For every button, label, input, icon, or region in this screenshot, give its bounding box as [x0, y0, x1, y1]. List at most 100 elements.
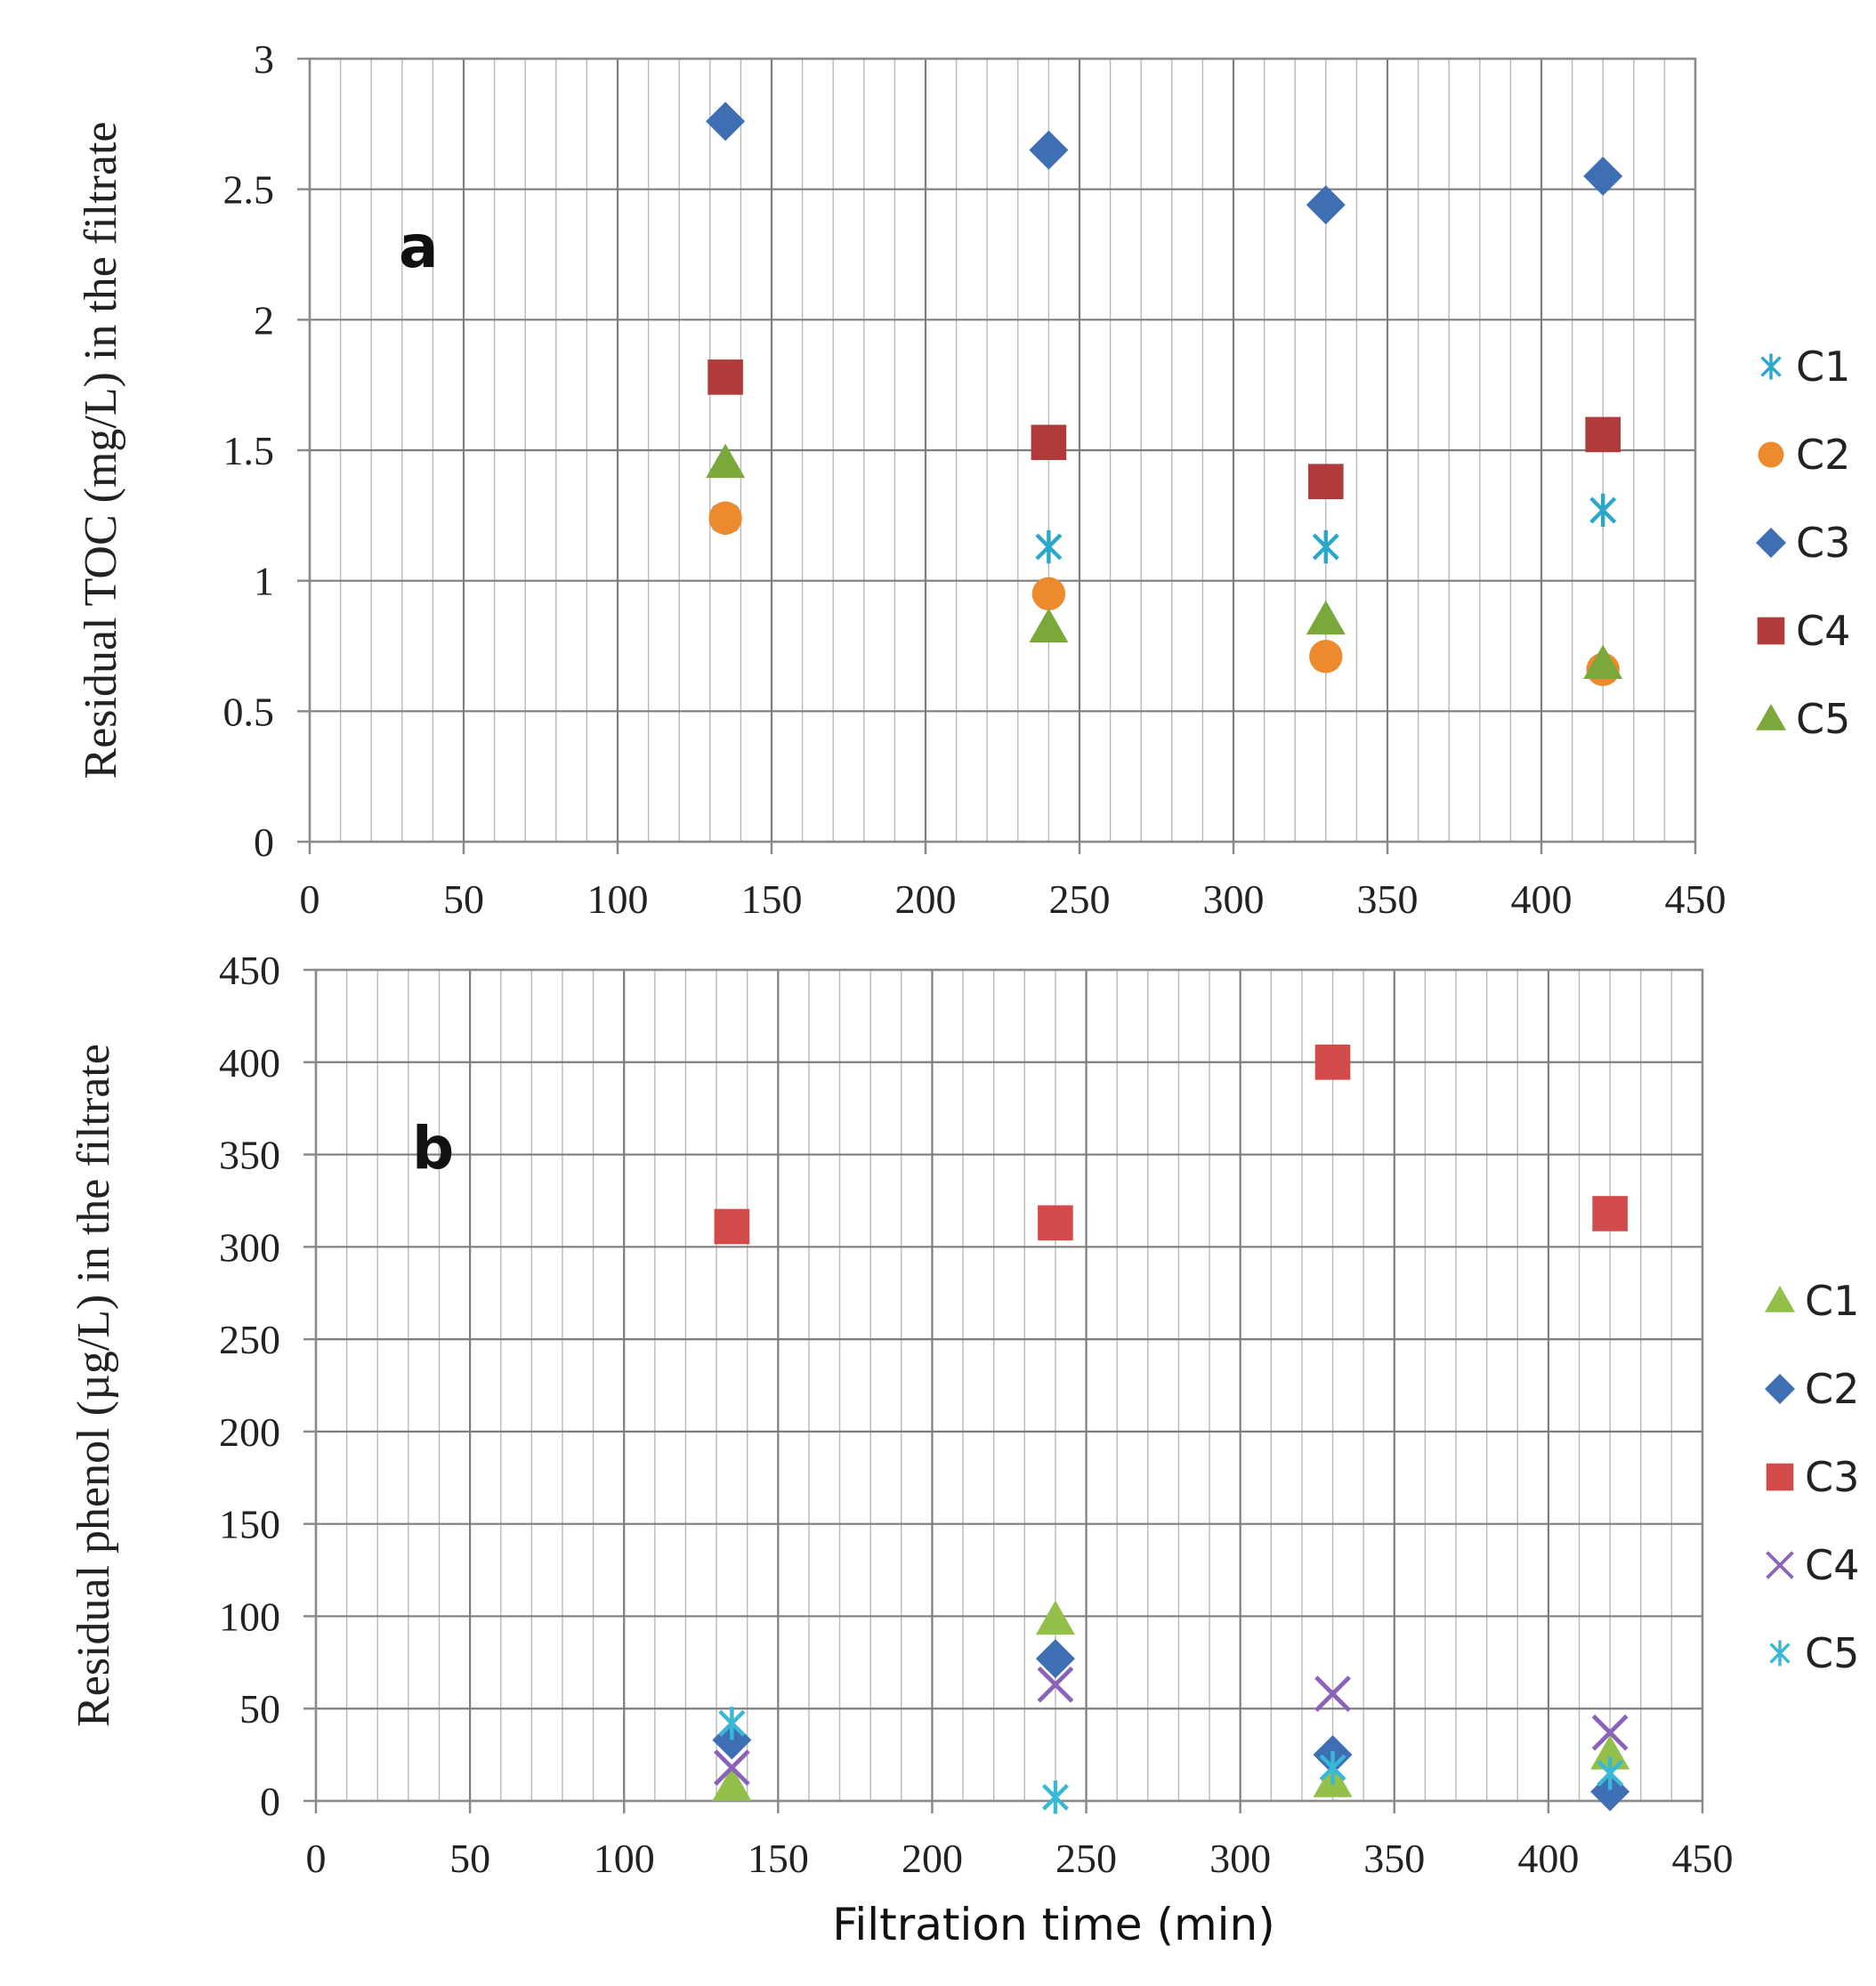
- series-C2: [712, 1639, 1630, 1812]
- data-point: [1035, 1639, 1075, 1679]
- legend-marker: [1766, 1463, 1794, 1491]
- x-tick-label: 350: [1363, 1836, 1425, 1881]
- data-point: [708, 359, 743, 395]
- legend: C1 C2 C3 C4 C5: [1756, 343, 1850, 743]
- data-point: [1591, 1714, 1629, 1751]
- panel-label: b: [412, 1114, 454, 1183]
- series-C5: [706, 443, 1623, 680]
- y-tick-label: 100: [219, 1594, 280, 1639]
- x-tick-label: 450: [1665, 876, 1726, 922]
- data-point: [1031, 577, 1066, 611]
- x-tick-label: 200: [902, 1836, 963, 1881]
- x-tick-label: 150: [748, 1836, 809, 1881]
- y-tick-label: 450: [219, 948, 280, 993]
- data-point: [714, 1208, 750, 1245]
- x-tick-label: 50: [449, 1836, 490, 1881]
- legend-label: C1: [1796, 343, 1850, 391]
- data-point: [1035, 529, 1063, 564]
- legend-label: C4: [1796, 607, 1850, 655]
- y-axis-title: Residual phenol (µg/L) in the filtrate: [69, 1044, 119, 1727]
- legend-marker: [1756, 528, 1786, 558]
- series-C1: [712, 1600, 1630, 1801]
- data-point: [1306, 185, 1346, 225]
- data-point: [1312, 529, 1339, 564]
- series-C4: [708, 359, 1621, 499]
- data-point: [1592, 1196, 1628, 1231]
- x-tick-label: 100: [587, 876, 649, 922]
- data-point: [1035, 1600, 1075, 1635]
- y-tick-label: 3: [254, 36, 274, 82]
- y-tick-label: 350: [219, 1133, 280, 1178]
- data-point: [1037, 1666, 1074, 1703]
- legend-marker: [1760, 353, 1782, 380]
- legend-label: C4: [1805, 1541, 1859, 1589]
- legend-marker: [1757, 617, 1785, 645]
- data-point: [706, 101, 746, 141]
- data-point: [706, 443, 746, 479]
- x-tick-label: 0: [300, 876, 320, 922]
- legend-label: C5: [1796, 695, 1850, 743]
- y-tick-label: 2.5: [223, 167, 275, 213]
- plot-area-border: [314, 968, 1704, 1803]
- data-point: [1597, 1756, 1624, 1790]
- y-tick-label: 2: [254, 297, 274, 343]
- x-tick-label: 250: [1049, 876, 1111, 922]
- data-point: [1029, 130, 1069, 170]
- legend-label: C3: [1805, 1453, 1859, 1501]
- legend-marker: [1765, 1374, 1795, 1404]
- x-tick-label: 150: [741, 876, 803, 922]
- y-tick-label: 0: [260, 1779, 280, 1824]
- data-point: [713, 1749, 750, 1787]
- chart-panel-b: 0 50 100 150 200 250 300 350 400 450 0 50 100 150 200 2…: [69, 948, 1859, 1950]
- y-tick-label: 50: [239, 1686, 280, 1732]
- legend-marker: [1756, 704, 1786, 731]
- y-tick-label: 400: [219, 1040, 280, 1086]
- legend-marker: [1758, 441, 1784, 468]
- data-point: [1585, 416, 1621, 453]
- x-tick-label: 0: [306, 1836, 327, 1881]
- data-point: [1589, 493, 1617, 528]
- y-tick-label: 0.5: [223, 689, 275, 734]
- data-point: [1029, 608, 1069, 642]
- legend-marker: [1765, 1286, 1795, 1312]
- x-tick-label: 50: [443, 876, 484, 922]
- series-C3: [714, 1044, 1628, 1245]
- series-C2: [708, 501, 1620, 687]
- data-point: [1583, 644, 1623, 680]
- panel-label: a: [399, 213, 439, 281]
- legend-label: C1: [1805, 1277, 1859, 1325]
- data-point: [1041, 1780, 1069, 1814]
- x-axis-title: Filtration time (min): [832, 1899, 1275, 1950]
- data-point: [1314, 1675, 1351, 1713]
- y-tick-label: 1.5: [223, 428, 275, 473]
- data-point: [1038, 1205, 1073, 1241]
- x-tick-label: 350: [1357, 876, 1419, 922]
- y-tick-label: 1: [254, 559, 274, 604]
- data-point: [1308, 464, 1344, 499]
- x-tick-label: 400: [1517, 1836, 1579, 1881]
- y-axis-title: Residual TOC (mg/L) in the filtrate: [76, 122, 126, 779]
- x-tick-label: 300: [1203, 876, 1265, 922]
- data-point: [1583, 157, 1623, 196]
- data-point: [1314, 1044, 1351, 1080]
- legend-label: C2: [1805, 1365, 1859, 1413]
- series-C3: [706, 101, 1623, 225]
- chart-panel-a: 0 0.5 1 1.5 2 2.5 3 0 50 100 150 200 250 300 350 400 450…: [76, 36, 1850, 922]
- y-tick-label: 300: [219, 1224, 280, 1270]
- legend-label: C5: [1805, 1629, 1859, 1677]
- legend-label: C2: [1796, 431, 1850, 479]
- data-point: [1309, 640, 1343, 674]
- x-tick-label: 400: [1511, 876, 1573, 922]
- x-tick-label: 200: [895, 876, 957, 922]
- y-tick-label: 200: [219, 1409, 280, 1455]
- legend: C1 C2 C3 C4 C5: [1765, 1277, 1859, 1677]
- data-point: [1319, 1750, 1346, 1785]
- y-tick-label: 0: [254, 819, 274, 865]
- legend-label: C3: [1796, 519, 1850, 567]
- data-point: [1306, 600, 1346, 635]
- data-point: [718, 1707, 746, 1740]
- series-C4: [713, 1666, 1629, 1787]
- data-point: [708, 501, 742, 535]
- x-tick-label: 450: [1672, 1836, 1734, 1881]
